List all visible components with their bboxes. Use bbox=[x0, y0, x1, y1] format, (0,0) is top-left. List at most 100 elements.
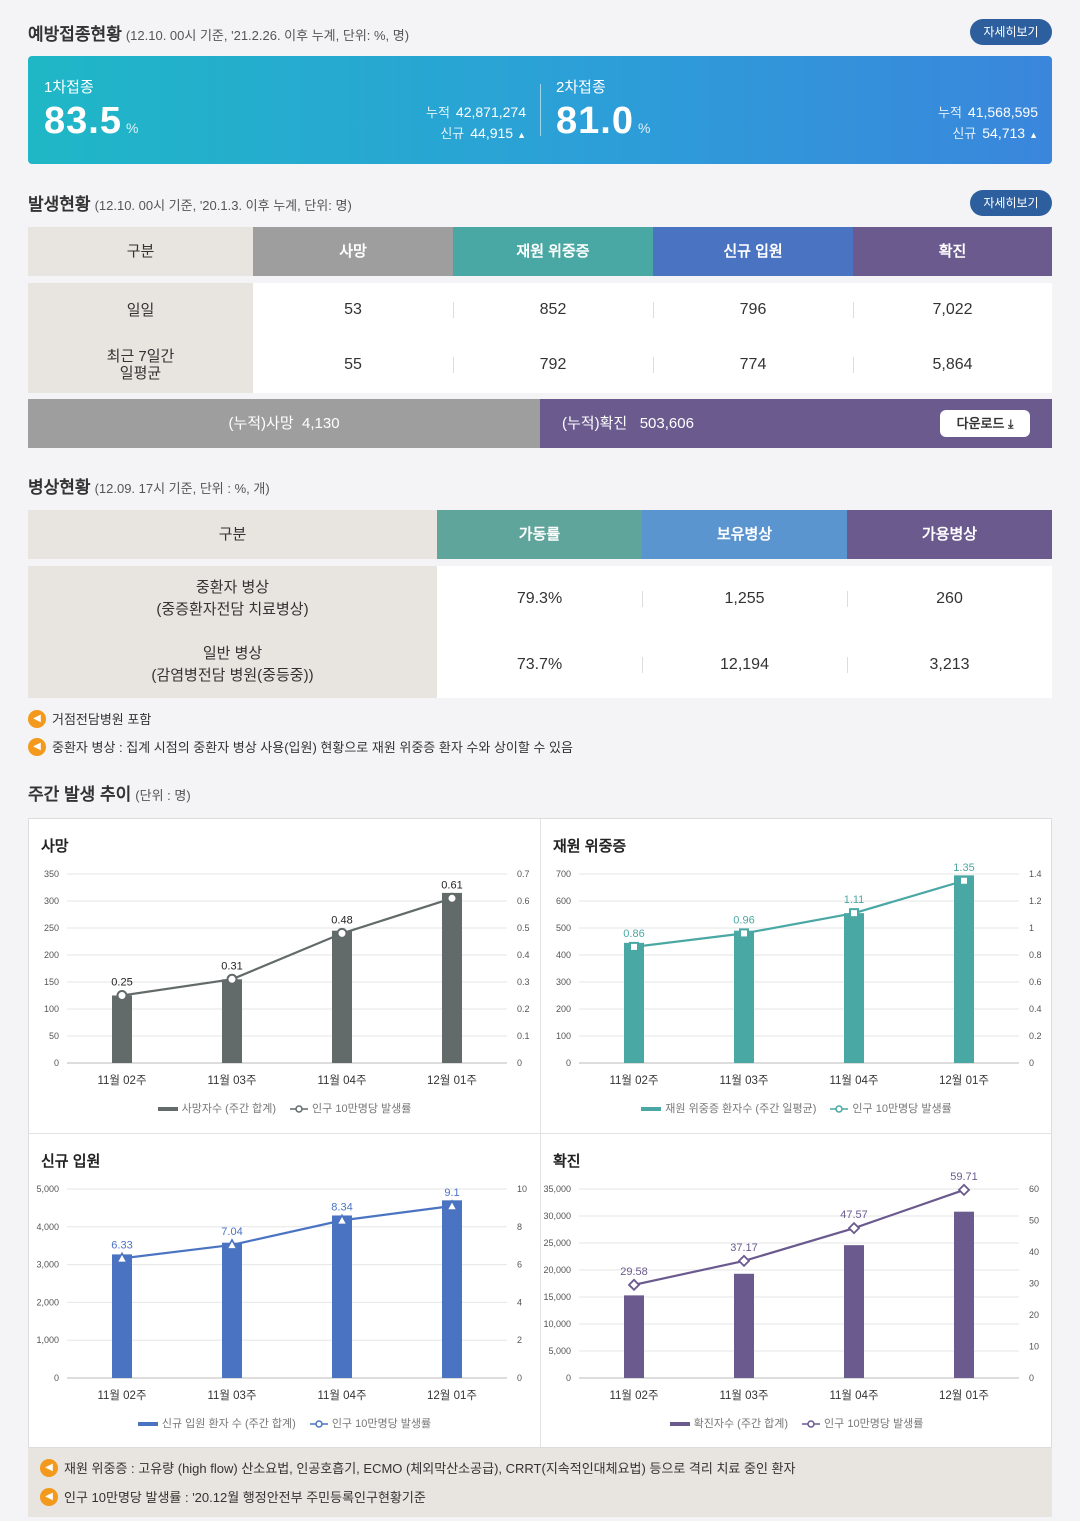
legend-line-swatch bbox=[309, 1419, 328, 1429]
footnote-2-text: 인구 10만명당 발생률 : '20.12월 행정안전부 주민등록인구현황기준 bbox=[64, 1490, 426, 1505]
x-tick-label: 11월 03주 bbox=[719, 1389, 768, 1402]
beds-cell: 12,194 bbox=[642, 632, 847, 698]
vaccination-title-text: 예방접종현황 bbox=[28, 25, 122, 44]
y2-tick-label: 1.2 bbox=[1029, 896, 1042, 906]
y2-tick-label: 2 bbox=[517, 1335, 522, 1345]
occurrence-subtitle: (12.10. 00시 기준, '20.1.3. 이후 누계, 단위: 명) bbox=[94, 198, 352, 213]
line-point bbox=[849, 908, 859, 919]
legend-line-swatch bbox=[290, 1104, 309, 1114]
cell-separator bbox=[853, 302, 854, 318]
chart-death: 사망 0 50 100 150 200 250 300 350 0 0.1 0.2 0.3 0.4 0.5 0… bbox=[29, 819, 540, 1133]
occurrence-header: 신규 입원 bbox=[653, 227, 853, 276]
y-tick-label: 700 bbox=[556, 869, 571, 879]
beds-note-1: ◀ 거점전담병원 포함 bbox=[28, 709, 151, 728]
y2-tick-label: 1 bbox=[1029, 923, 1034, 933]
occurrence-header: 확진 bbox=[853, 227, 1052, 276]
data-label: 59.71 bbox=[950, 1171, 978, 1183]
legend-bar-label: 재원 위중증 환자수 (주간 일평균) bbox=[665, 1103, 817, 1115]
speaker-icon: ◀ bbox=[28, 709, 46, 728]
y-tick-label: 250 bbox=[44, 923, 59, 933]
beds-row-label: 중환자 병상 (중증환자전담 치료병상) bbox=[28, 566, 437, 632]
data-label: 6.33 bbox=[111, 1239, 132, 1251]
bar bbox=[624, 1295, 644, 1378]
cumulative-confirmed-value: 503,606 bbox=[639, 415, 694, 432]
y-tick-label: 100 bbox=[44, 1004, 59, 1014]
x-tick-label: 11월 04주 bbox=[317, 1074, 366, 1087]
weekly-subtitle: (단위 : 명) bbox=[135, 788, 191, 803]
occurrence-detail-button[interactable]: 자세히보기 bbox=[970, 190, 1052, 216]
occurrence-header: 구분 bbox=[28, 227, 253, 276]
y2-tick-label: 0.8 bbox=[1029, 950, 1042, 960]
legend-bar-swatch bbox=[669, 1422, 690, 1427]
vaccination-detail-button[interactable]: 자세히보기 bbox=[970, 19, 1052, 45]
data-label: 1.11 bbox=[844, 894, 865, 906]
y-tick-label: 10,000 bbox=[543, 1319, 571, 1329]
data-label: 1.35 bbox=[953, 862, 974, 874]
line-point bbox=[115, 1251, 129, 1264]
first-cum-label: 누적 bbox=[426, 105, 450, 120]
chart-admission: 신규 입원 0 1,000 2,000 3,000 4,000 5,000 0 2 4 6 8 10 11… bbox=[29, 1134, 540, 1448]
legend-line-label: 인구 10만명당 발생률 bbox=[824, 1418, 924, 1430]
y2-tick-label: 20 bbox=[1029, 1310, 1039, 1320]
chart-divider-horizontal bbox=[29, 1133, 1051, 1134]
bar bbox=[442, 1200, 462, 1378]
bar bbox=[332, 930, 352, 1063]
y2-tick-label: 0.7 bbox=[517, 869, 530, 879]
cell-separator bbox=[642, 591, 643, 607]
legend-bar-swatch bbox=[157, 1107, 178, 1112]
y2-tick-label: 0.4 bbox=[1029, 1004, 1042, 1014]
line-point bbox=[959, 875, 969, 886]
vaccination-divider bbox=[540, 84, 541, 136]
first-dose-rate: 83.5% bbox=[44, 100, 139, 143]
beds-cell: 1,255 bbox=[642, 566, 847, 632]
y2-tick-label: 0.4 bbox=[517, 950, 530, 960]
first-dose-pct: 83.5 bbox=[44, 100, 122, 142]
speaker-icon: ◀ bbox=[28, 737, 46, 756]
beds-note-2: ◀ 중환자 병상 : 집계 시점의 중환자 병상 사용(입원) 현황으로 재원 위… bbox=[28, 737, 573, 756]
y-tick-label: 150 bbox=[44, 977, 59, 987]
second-new-label: 신규 bbox=[952, 126, 977, 141]
bar bbox=[332, 1215, 352, 1378]
cumulative-death-label: (누적)사망 bbox=[228, 415, 294, 432]
legend-bar-label: 사망자수 (주간 합계) bbox=[181, 1103, 277, 1115]
download-icon: ⤓ bbox=[1008, 417, 1014, 431]
y-tick-label: 20,000 bbox=[543, 1265, 571, 1275]
second-dose-label: 2차접종 bbox=[556, 79, 606, 96]
footnote-2: ◀ 인구 10만명당 발생률 : '20.12월 행정안전부 주민등록인구현황기준 bbox=[40, 1487, 426, 1506]
y-tick-label: 50 bbox=[49, 1031, 59, 1041]
cell-separator bbox=[853, 357, 854, 373]
cell-separator bbox=[453, 357, 454, 373]
vaccination-title: 예방접종현황 (12.10. 00시 기준, '21.2.26. 이후 누계, 단… bbox=[28, 20, 409, 45]
beds-title-text: 병상현황 bbox=[28, 478, 91, 497]
cell-separator bbox=[847, 657, 848, 673]
first-dose-label: 1차접종 bbox=[44, 79, 94, 96]
y-tick-label: 25,000 bbox=[543, 1238, 571, 1248]
legend-line-swatch bbox=[802, 1419, 821, 1429]
download-label: 다운로드 bbox=[956, 416, 1005, 431]
download-button[interactable]: 다운로드 ⤓ bbox=[940, 410, 1030, 437]
x-tick-label: 11월 02주 bbox=[609, 1389, 658, 1402]
y-tick-label: 2,000 bbox=[36, 1297, 59, 1307]
chart-legend: 확진자수 (주간 합계) 인구 10만명당 발생률 bbox=[541, 1415, 1052, 1431]
x-tick-label: 11월 03주 bbox=[207, 1074, 256, 1087]
data-label: 0.48 bbox=[331, 914, 352, 926]
data-label: 0.86 bbox=[623, 928, 644, 940]
y-tick-label: 4,000 bbox=[36, 1222, 59, 1232]
second-dose-panel: 2차접종 81.0% 누적 41,568,595 신규 54,713 ▲ bbox=[540, 56, 1052, 164]
y-tick-label: 1,000 bbox=[36, 1335, 59, 1345]
weekly-title-text: 주간 발생 추이 bbox=[28, 785, 132, 804]
y2-tick-label: 60 bbox=[1029, 1184, 1039, 1194]
y2-tick-label: 8 bbox=[517, 1222, 522, 1232]
first-new-value: 44,915 bbox=[470, 125, 514, 141]
y-tick-label: 15,000 bbox=[543, 1292, 571, 1302]
cumulative-death-value: 4,130 bbox=[302, 415, 340, 432]
cumulative-bar: (누적)사망 4,130 (누적)확진 503,606 다운로드 ⤓ bbox=[28, 399, 1052, 448]
cell-separator bbox=[453, 302, 454, 318]
data-label: 47.57 bbox=[840, 1209, 868, 1221]
y-tick-label: 100 bbox=[556, 1031, 571, 1041]
second-dose-rate: 81.0% bbox=[556, 100, 651, 143]
vaccination-subtitle: (12.10. 00시 기준, '21.2.26. 이후 누계, 단위: %, … bbox=[125, 28, 410, 43]
beds-title: 병상현황 (12.09. 17시 기준, 단위 : %, 개) bbox=[28, 473, 270, 498]
cumulative-confirmed-label: (누적)확진 bbox=[562, 415, 628, 432]
data-label: 0.31 bbox=[221, 960, 242, 972]
